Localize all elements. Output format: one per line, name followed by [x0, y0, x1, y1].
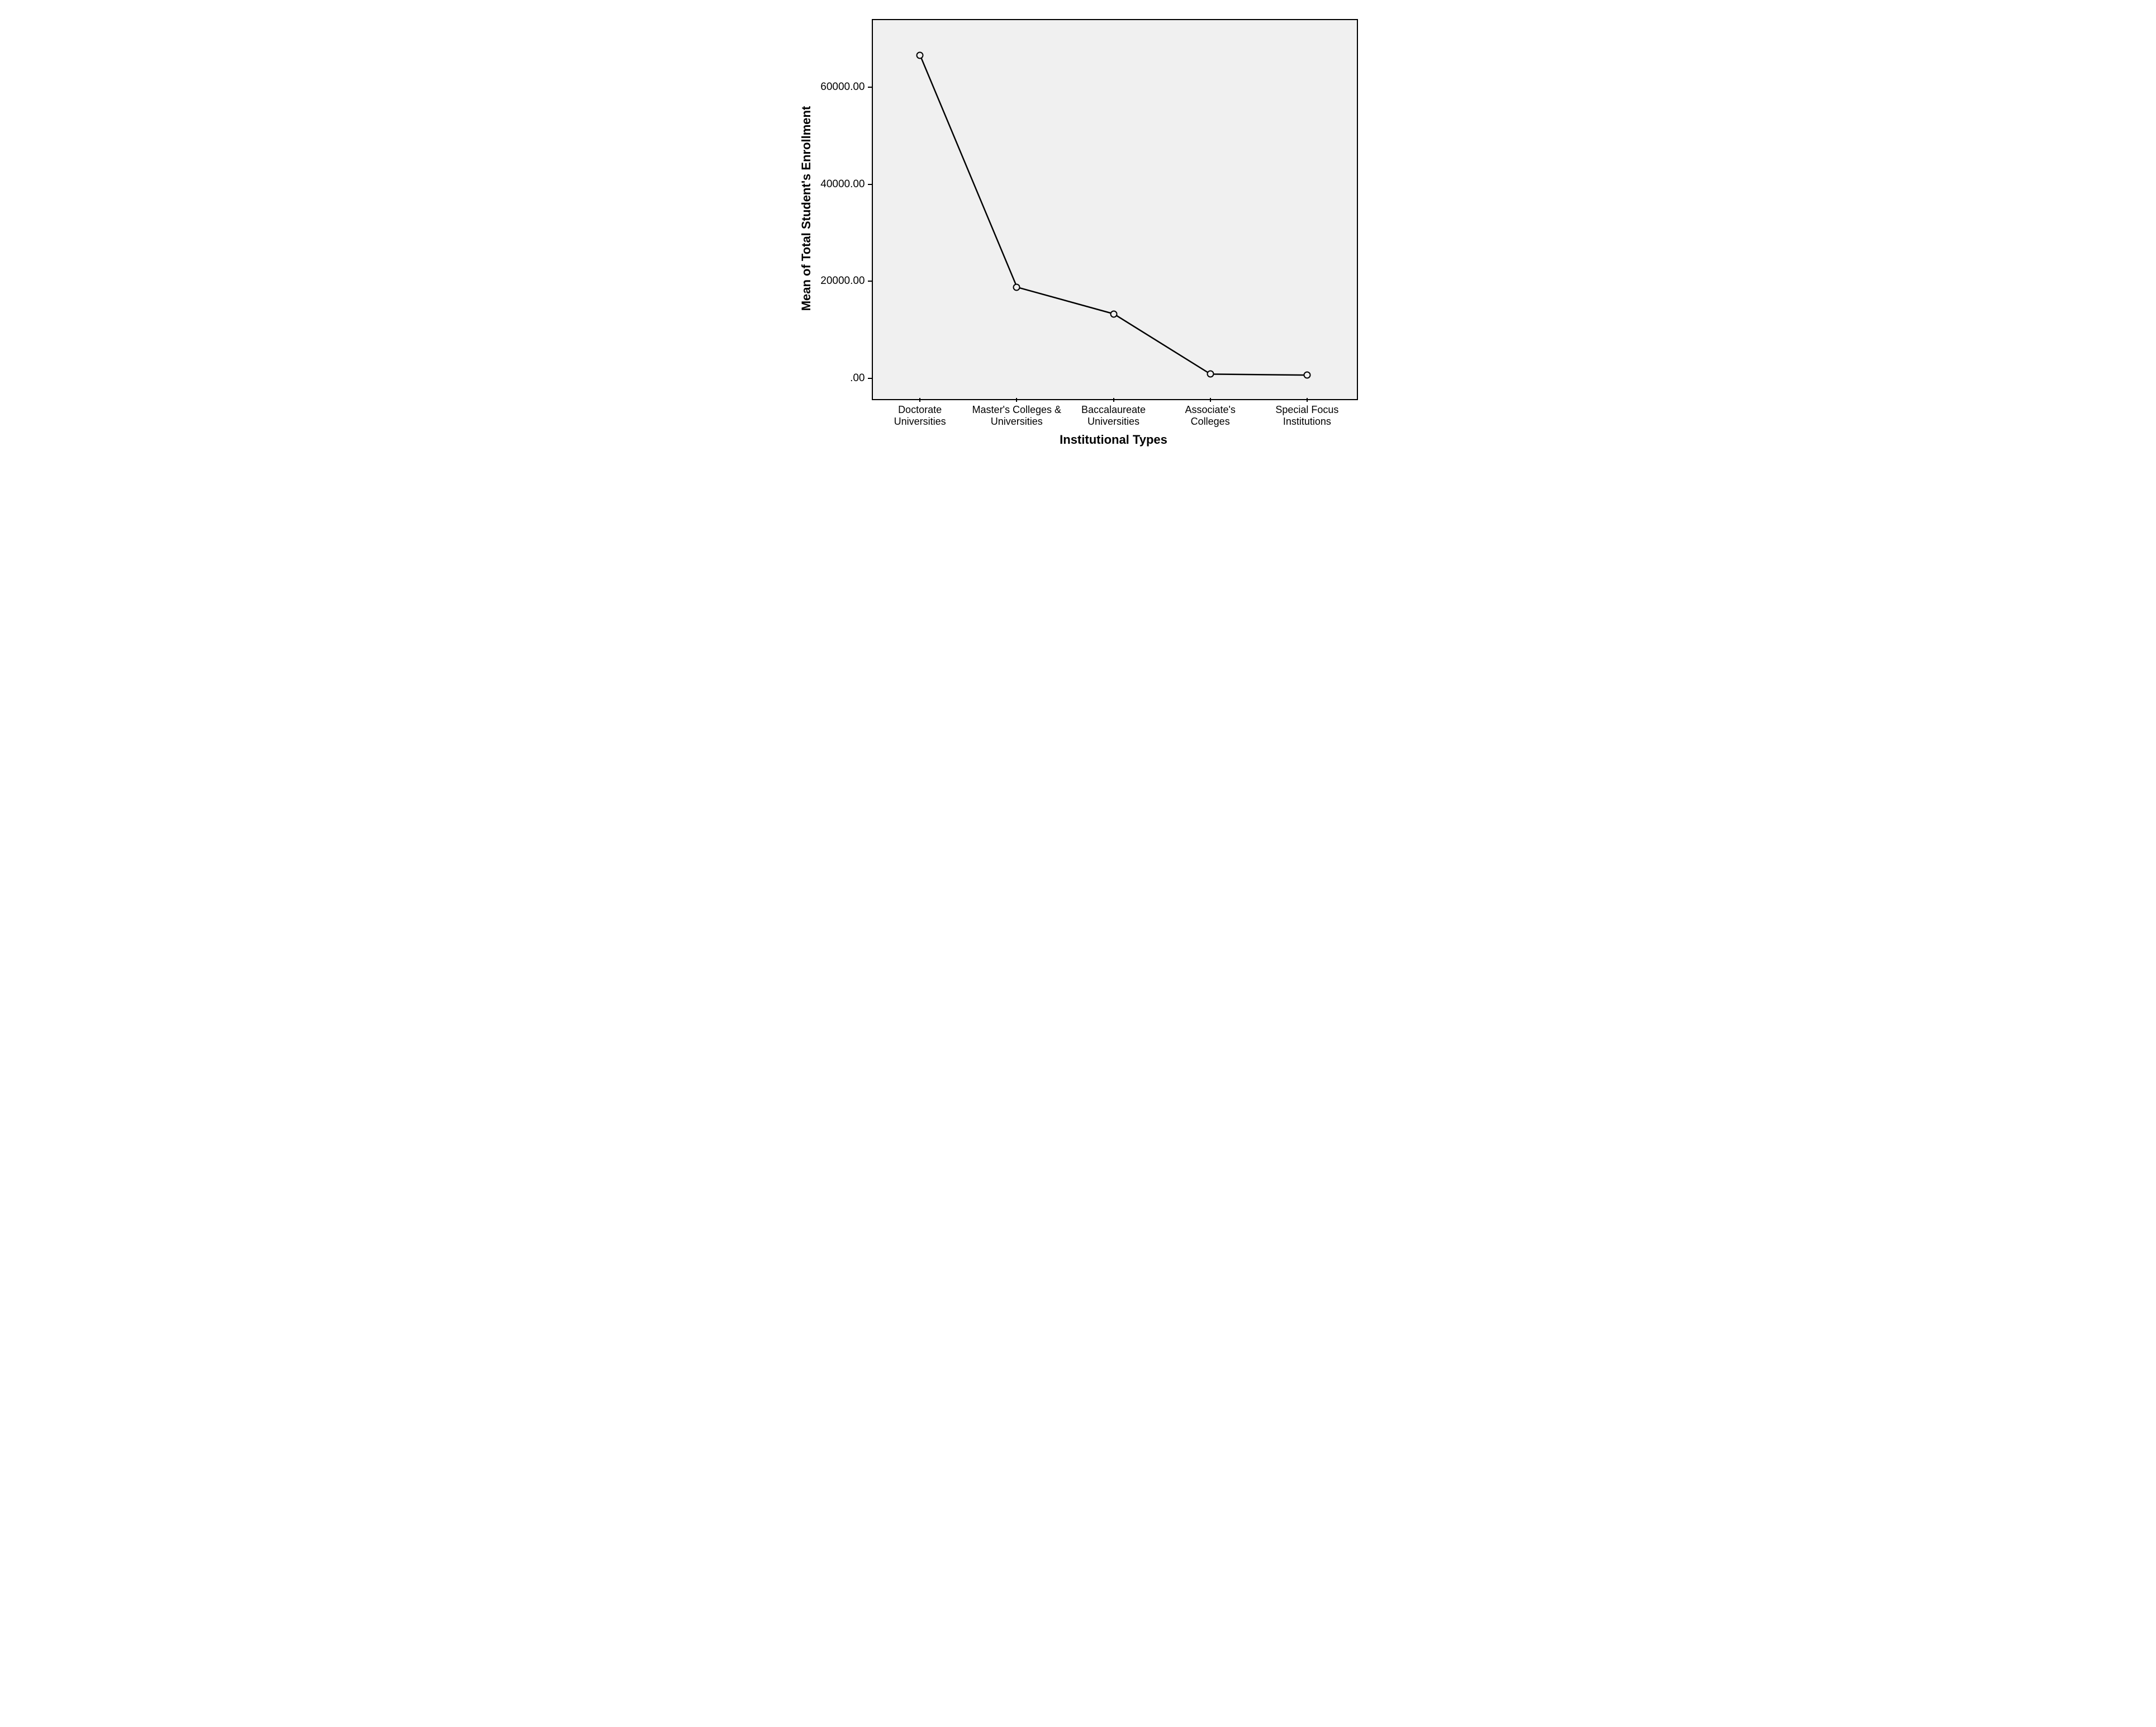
data-point-marker: [916, 52, 924, 59]
data-point-marker: [1207, 371, 1214, 378]
enrollment-line-chart: .0020000.0040000.0060000.00Doctorate Uni…: [791, 11, 1366, 472]
series-line: [791, 11, 1366, 472]
data-point-marker: [1110, 310, 1117, 317]
data-point-marker: [1013, 283, 1020, 291]
data-point-marker: [1303, 372, 1310, 379]
